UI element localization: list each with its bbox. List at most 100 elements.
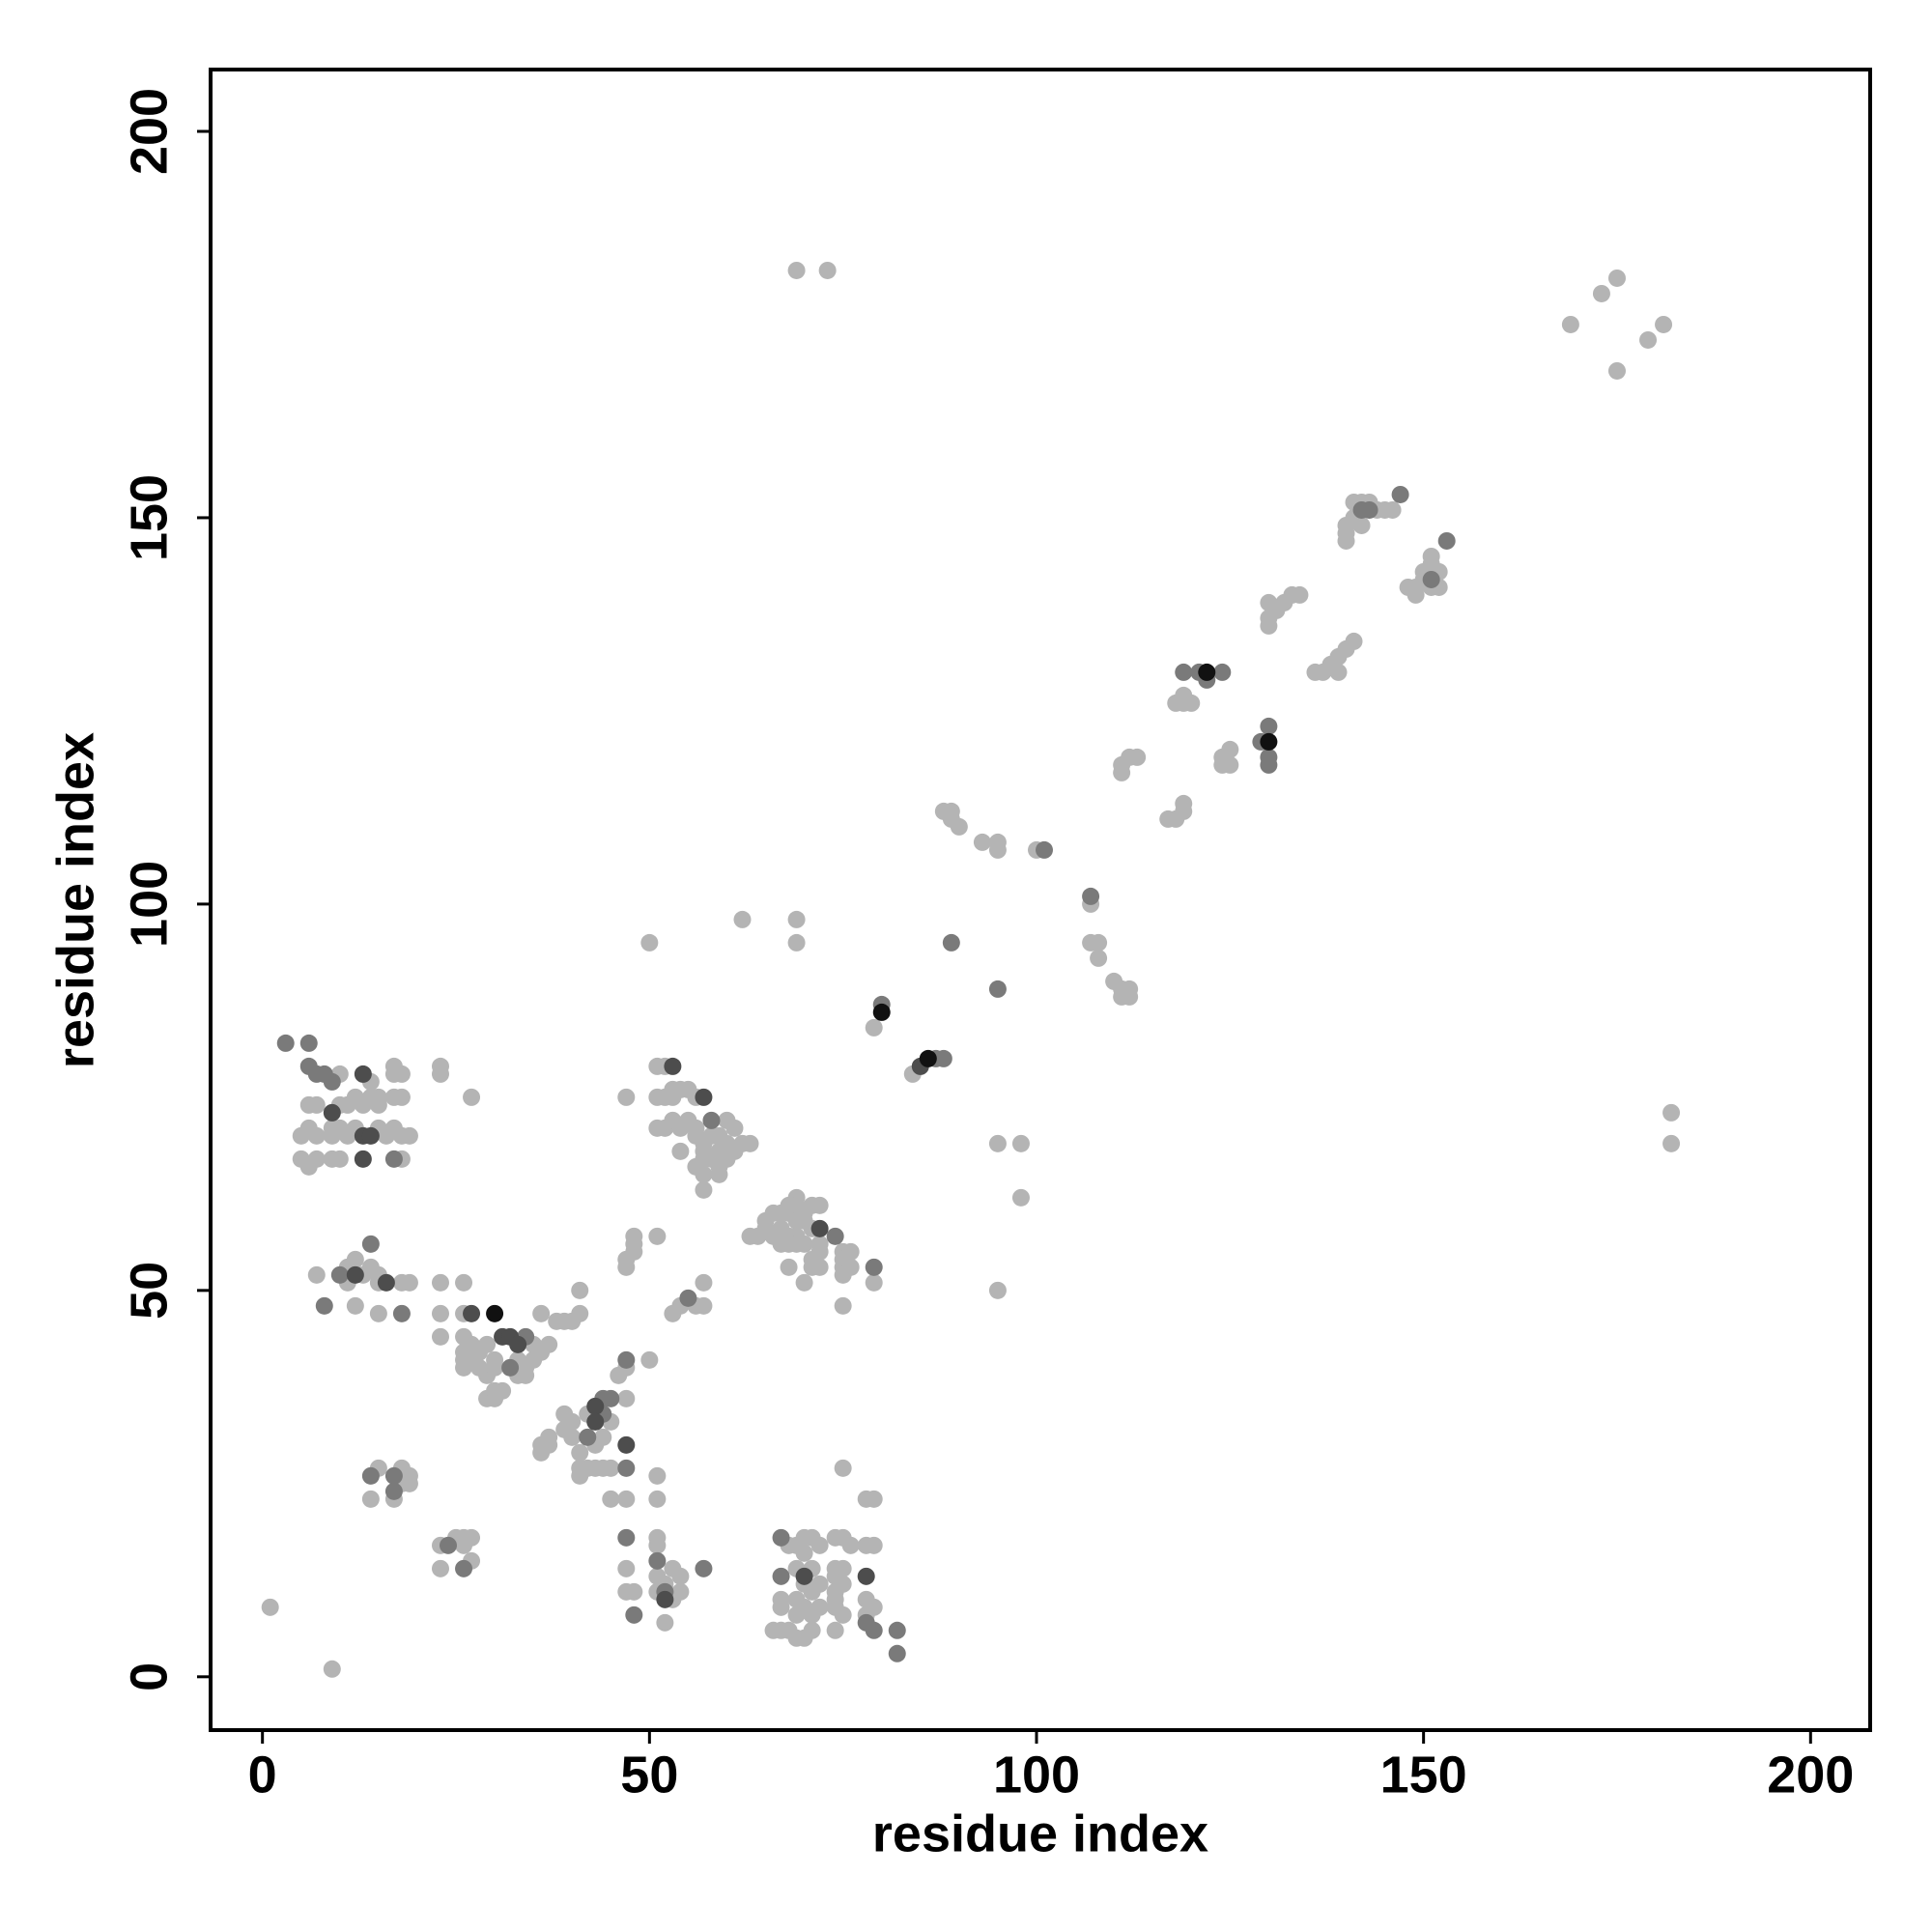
point — [323, 1072, 341, 1091]
point — [695, 1165, 713, 1183]
point — [787, 261, 806, 279]
point — [671, 1582, 690, 1601]
point — [733, 910, 752, 928]
point — [509, 1335, 527, 1353]
point — [431, 1327, 449, 1346]
point — [315, 1296, 333, 1315]
point — [455, 1273, 473, 1292]
point — [392, 1304, 411, 1322]
point — [261, 1598, 279, 1616]
point — [695, 1559, 713, 1577]
point — [841, 1242, 860, 1261]
point — [725, 1119, 744, 1137]
point — [648, 1536, 667, 1554]
point — [455, 1559, 473, 1577]
point — [354, 1065, 372, 1083]
point — [834, 1296, 852, 1315]
point — [648, 1490, 667, 1508]
point — [664, 1088, 682, 1106]
point — [710, 1165, 728, 1183]
point — [463, 1304, 481, 1322]
point — [1090, 933, 1108, 952]
point — [361, 1235, 380, 1253]
point — [787, 910, 806, 928]
point — [865, 1490, 883, 1508]
point — [617, 1559, 636, 1577]
point — [810, 1258, 829, 1276]
point — [1655, 315, 1673, 333]
y-axis-label: residue index — [46, 732, 104, 1068]
point — [1221, 740, 1239, 758]
point — [1011, 1134, 1030, 1152]
point — [400, 1474, 418, 1492]
point — [1260, 732, 1278, 751]
point — [1406, 585, 1425, 604]
point — [1090, 949, 1108, 967]
point — [377, 1273, 395, 1292]
point — [1607, 361, 1626, 380]
point — [950, 817, 968, 836]
point — [1422, 547, 1440, 565]
point — [888, 1621, 906, 1639]
point — [640, 933, 659, 952]
point — [1561, 315, 1579, 333]
point — [307, 1095, 326, 1114]
point — [648, 1227, 667, 1245]
plot-frame — [209, 68, 1872, 1732]
point — [440, 1536, 458, 1554]
point — [384, 1482, 403, 1500]
point — [392, 1065, 411, 1083]
point — [810, 1219, 829, 1237]
point — [780, 1258, 798, 1276]
point — [617, 1490, 636, 1508]
point — [369, 1304, 387, 1322]
point — [602, 1389, 620, 1407]
point — [857, 1567, 875, 1585]
point — [323, 1660, 341, 1678]
point — [1175, 686, 1193, 704]
point — [865, 1621, 883, 1639]
point — [1036, 840, 1054, 859]
point — [988, 1281, 1007, 1299]
point — [1383, 500, 1402, 519]
point — [384, 1466, 403, 1485]
point — [695, 1273, 713, 1292]
point — [865, 1018, 883, 1037]
point — [571, 1281, 589, 1299]
point — [988, 980, 1007, 998]
point — [563, 1428, 582, 1446]
point — [463, 1088, 481, 1106]
y-tick-label: 200 — [120, 88, 178, 175]
point — [431, 1304, 449, 1322]
point — [795, 1273, 813, 1292]
point — [795, 1567, 813, 1585]
point — [648, 1466, 667, 1485]
point — [826, 1227, 844, 1245]
point — [865, 1258, 883, 1276]
point — [1175, 663, 1193, 681]
point — [810, 1575, 829, 1593]
point — [1391, 485, 1409, 503]
x-axis-label: residue index — [872, 1804, 1208, 1862]
point — [671, 1142, 690, 1160]
point — [772, 1598, 790, 1616]
point — [586, 1412, 605, 1431]
point — [431, 1559, 449, 1577]
point — [1260, 593, 1278, 611]
point — [865, 1598, 883, 1616]
point — [810, 1598, 829, 1616]
point — [299, 1034, 318, 1052]
point — [1011, 1188, 1030, 1207]
point — [540, 1335, 558, 1353]
point — [330, 1150, 349, 1168]
point — [1662, 1103, 1681, 1122]
point — [1213, 663, 1232, 681]
point — [841, 1258, 860, 1276]
point — [486, 1381, 504, 1400]
y-tick-label: 0 — [120, 1662, 178, 1691]
point — [818, 261, 837, 279]
point — [400, 1126, 418, 1145]
point — [602, 1459, 620, 1477]
point — [872, 1003, 891, 1021]
